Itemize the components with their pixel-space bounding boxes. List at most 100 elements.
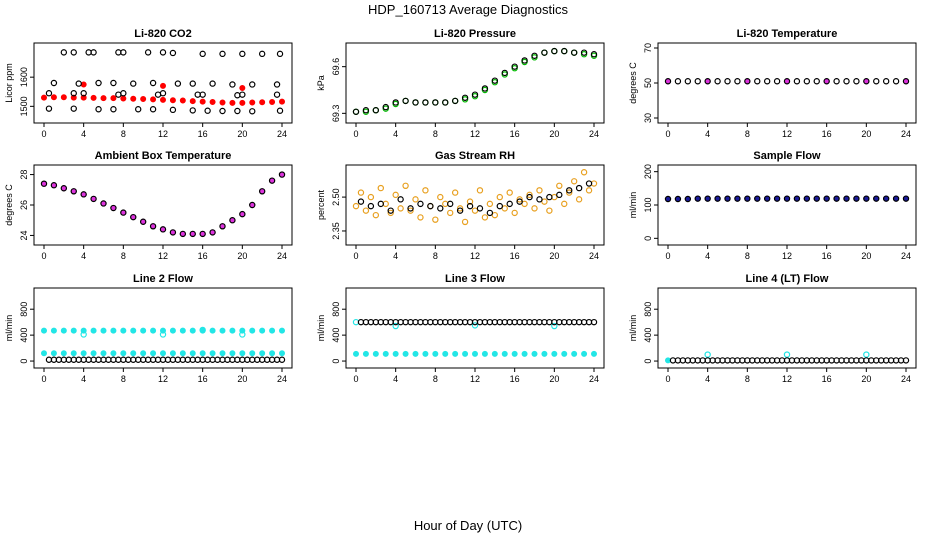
data-point <box>451 97 459 105</box>
y-axis-label: percent <box>316 189 326 220</box>
data-point <box>471 91 479 98</box>
data-point <box>372 107 380 114</box>
data-point <box>744 78 751 85</box>
data-point <box>447 200 454 208</box>
data-point <box>50 350 57 357</box>
data-point <box>169 97 176 104</box>
data-point <box>60 94 67 101</box>
data-point <box>803 195 811 202</box>
data-point <box>70 188 77 195</box>
data-point <box>149 79 157 87</box>
y-tick-label: 1600 <box>19 67 29 87</box>
data-point <box>239 99 246 106</box>
data-point <box>120 90 127 97</box>
data-point <box>456 207 464 214</box>
y-axis-label: ml/min <box>4 315 14 342</box>
x-tick-label: 16 <box>198 251 208 261</box>
data-point <box>45 90 53 97</box>
x-tick-label: 4 <box>393 374 398 384</box>
y-tick-label: 2.50 <box>331 188 341 206</box>
data-point <box>551 47 558 55</box>
data-point <box>259 350 266 357</box>
data-point <box>41 327 48 334</box>
x-tick-label: 16 <box>198 129 208 139</box>
data-point <box>159 49 167 56</box>
x-tick-label: 4 <box>393 251 398 261</box>
data-point <box>169 49 177 57</box>
data-point <box>491 350 498 357</box>
data-point <box>471 322 479 329</box>
data-point <box>724 78 731 85</box>
data-point <box>704 195 711 202</box>
y-axis-label: degrees C <box>4 184 14 226</box>
x-tick-label: 12 <box>470 251 480 261</box>
y-tick-label: 2.35 <box>331 222 341 240</box>
data-point <box>144 49 152 56</box>
x-tick-label: 24 <box>901 374 911 384</box>
data-point <box>501 69 508 77</box>
x-tick-label: 24 <box>277 251 287 261</box>
data-point <box>139 218 147 225</box>
data-point <box>362 207 370 214</box>
data-point <box>258 50 266 58</box>
data-point <box>120 49 127 56</box>
data-point <box>873 78 880 85</box>
data-point <box>219 223 226 230</box>
x-tick-label: 8 <box>745 251 750 261</box>
data-point <box>763 78 771 85</box>
data-point <box>120 350 127 357</box>
data-point <box>387 207 394 214</box>
data-point <box>120 95 127 102</box>
panel-5: Gas Stream RH 0 4 8 12 16 20 24 2.35 2.50 percent <box>316 150 605 261</box>
data-point <box>367 193 375 201</box>
data-point <box>249 108 256 115</box>
data-point <box>892 195 900 202</box>
x-tick-label: 0 <box>41 129 46 139</box>
x-tick-label: 8 <box>121 129 126 139</box>
data-point <box>422 350 429 357</box>
x-tick-label: 0 <box>41 251 46 261</box>
data-point <box>763 195 771 202</box>
data-point <box>684 78 692 85</box>
data-point <box>169 350 176 357</box>
x-tick-label: 8 <box>745 374 750 384</box>
y-axis-label: ml/min <box>628 315 638 342</box>
data-point <box>278 356 286 363</box>
data-point <box>546 193 553 201</box>
x-tick-label: 20 <box>861 374 871 384</box>
y-tick-label: 26 <box>19 200 29 210</box>
panel-title: Li-820 Temperature <box>737 28 838 40</box>
data-point <box>407 205 414 212</box>
data-point <box>150 350 157 357</box>
data-point <box>130 350 137 357</box>
data-point <box>120 327 127 334</box>
x-tick-label: 0 <box>353 251 358 261</box>
x-tick-label: 20 <box>861 129 871 139</box>
data-point <box>377 200 384 208</box>
data-point <box>100 200 107 207</box>
data-point <box>417 200 424 208</box>
data-point <box>174 80 182 87</box>
data-point <box>863 78 870 85</box>
data-point <box>704 78 711 85</box>
x-tick-label: 20 <box>237 251 247 261</box>
data-point <box>149 223 157 230</box>
data-point <box>70 49 77 56</box>
data-point <box>471 350 478 357</box>
y-tick-label: 0 <box>331 359 341 364</box>
x-tick-label: 12 <box>782 251 792 261</box>
x-tick-label: 4 <box>705 251 710 261</box>
data-point <box>566 189 573 196</box>
data-point <box>60 185 68 192</box>
y-tick-label: 100 <box>643 197 653 212</box>
data-point <box>773 78 781 85</box>
x-tick-label: 24 <box>901 251 911 261</box>
data-point <box>90 195 97 203</box>
data-point <box>531 350 538 357</box>
data-point <box>402 97 409 105</box>
data-point <box>823 195 830 202</box>
data-point <box>580 169 588 176</box>
x-tick-label: 16 <box>822 374 832 384</box>
data-point <box>45 105 53 112</box>
data-point <box>352 202 360 210</box>
